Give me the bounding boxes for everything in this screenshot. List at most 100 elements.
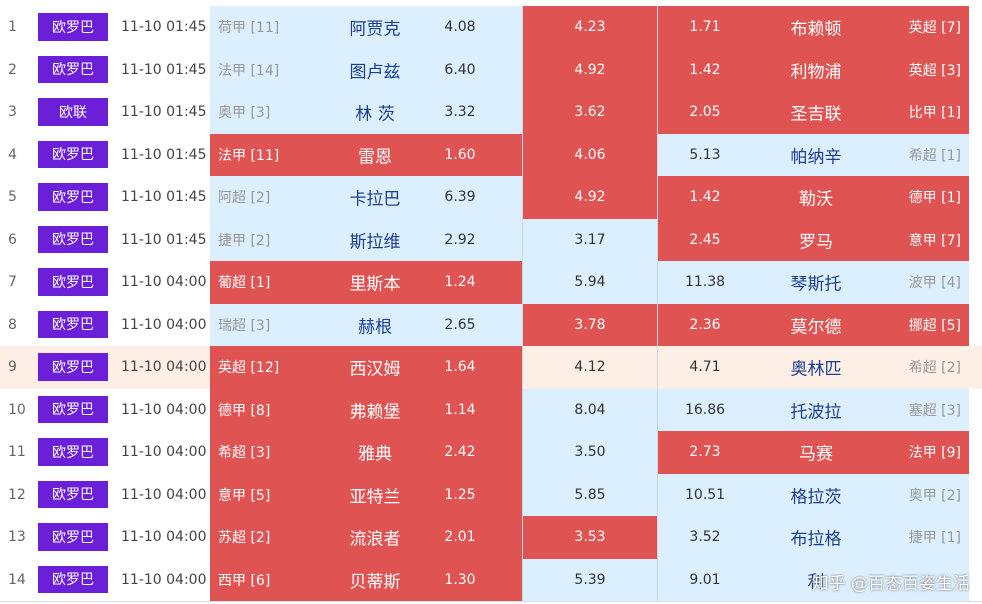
row-index: 5	[8, 189, 17, 206]
home-team: 阿贾克	[349, 19, 401, 40]
draw-block: 3.78	[522, 303, 658, 346]
away-block: 4.71 奥林匹 希超 [2]	[657, 346, 969, 389]
table-row: 2 欧罗巴 11-10 01:45 法甲 [14] 图卢兹 6.40 4.92 1.42 利物浦…	[0, 48, 982, 92]
row-index: 13	[8, 529, 26, 546]
match-time: 11-10 04:00	[121, 529, 207, 546]
table-row: 5 欧罗巴 11-10 01:45 阿超 [2] 卡拉巴 6.39 4.92 1.42 勒沃 德甲…	[0, 176, 982, 220]
away-odds: 2.45	[689, 231, 721, 248]
draw-block: 4.92	[522, 176, 658, 219]
draw-block: 4.92	[522, 48, 658, 91]
away-team: 格拉茨	[790, 487, 842, 508]
draw-block: 5.85	[522, 473, 658, 516]
table-row: 11 欧罗巴 11-10 04:00 希超 [3] 雅典 2.42 3.50 2.73 马赛 法甲…	[0, 431, 982, 475]
table-row: 6 欧罗巴 11-10 01:45 捷甲 [2] 斯拉维 2.92 3.17 2.45 罗马 意甲…	[0, 218, 982, 262]
home-block: 希超 [3] 雅典 2.42	[210, 431, 522, 474]
away-league: 奥甲 [2]	[908, 487, 961, 504]
home-block: 荷甲 [11] 阿贾克 4.08	[210, 6, 522, 49]
draw-odds: 3.78	[574, 316, 606, 333]
home-odds: 2.92	[444, 231, 476, 248]
home-league: 苏超 [2]	[218, 530, 271, 547]
home-league: 意甲 [5]	[218, 487, 271, 504]
away-odds: 2.73	[689, 444, 721, 461]
away-team: 帕纳辛	[790, 147, 842, 168]
home-league: 奥甲 [3]	[218, 105, 271, 122]
competition-badge: 欧罗巴	[38, 438, 108, 466]
draw-block: 5.39	[522, 558, 658, 601]
draw-odds: 5.85	[574, 486, 606, 503]
home-odds: 1.30	[444, 571, 476, 588]
row-index: 2	[8, 61, 17, 78]
home-league: 阿超 [2]	[218, 190, 271, 207]
watermark: 知乎 @百态百姿生活	[811, 574, 970, 594]
table-row: 14 欧罗巴 11-10 04:00 西甲 [6] 贝蒂斯 1.30 5.39 9.01 利	[0, 558, 982, 602]
competition-badge: 欧罗巴	[38, 480, 108, 508]
home-odds: 1.14	[444, 401, 476, 418]
table-row: 9 欧罗巴 11-10 04:00 英超 [12] 西汉姆 1.64 4.12 4.71 奥林匹…	[0, 346, 982, 390]
match-time: 11-10 04:00	[121, 571, 207, 588]
draw-block: 3.50	[522, 431, 658, 474]
row-index: 4	[8, 146, 17, 163]
home-team: 图卢兹	[349, 62, 401, 83]
competition-badge: 欧罗巴	[38, 268, 108, 296]
home-block: 西甲 [6] 贝蒂斯 1.30	[210, 558, 522, 601]
home-team: 赫根	[358, 317, 392, 338]
competition-badge: 欧罗巴	[38, 13, 108, 41]
home-team: 雷恩	[358, 147, 392, 168]
draw-odds: 5.39	[574, 571, 606, 588]
home-block: 意甲 [5] 亚特兰 1.25	[210, 473, 522, 516]
home-odds: 1.64	[444, 359, 476, 376]
away-odds: 2.05	[689, 104, 721, 121]
row-index: 10	[8, 401, 26, 418]
away-league: 法甲 [9]	[908, 445, 961, 462]
home-odds: 6.40	[444, 61, 476, 78]
competition-badge: 欧罗巴	[38, 353, 108, 381]
home-block: 阿超 [2] 卡拉巴 6.39	[210, 176, 522, 219]
away-odds: 1.42	[689, 189, 721, 206]
table-row: 12 欧罗巴 11-10 04:00 意甲 [5] 亚特兰 1.25 5.85 10.51 格拉…	[0, 473, 982, 517]
away-league: 希超 [2]	[908, 360, 961, 377]
home-odds: 1.60	[444, 146, 476, 163]
competition-badge: 欧罗巴	[38, 140, 108, 168]
home-team: 贝蒂斯	[349, 572, 401, 593]
match-time: 11-10 04:00	[121, 274, 207, 291]
match-time: 11-10 04:00	[121, 316, 207, 333]
draw-block: 5.94	[522, 261, 658, 304]
away-team: 托波拉	[790, 402, 842, 423]
draw-block: 3.17	[522, 218, 658, 261]
home-league: 荷甲 [11]	[218, 20, 280, 37]
row-index: 14	[8, 571, 26, 588]
away-league: 希超 [1]	[908, 147, 961, 164]
home-league: 葡超 [1]	[218, 275, 271, 292]
home-team: 斯拉维	[349, 232, 401, 253]
home-odds: 1.24	[444, 274, 476, 291]
draw-odds: 3.53	[574, 529, 606, 546]
home-block: 苏超 [2] 流浪者 2.01	[210, 516, 522, 559]
away-team: 奥林匹	[790, 359, 842, 380]
row-index: 12	[8, 486, 26, 503]
home-odds: 3.32	[444, 104, 476, 121]
draw-block: 8.04	[522, 388, 658, 431]
home-league: 希超 [3]	[218, 445, 271, 462]
draw-odds: 8.04	[574, 401, 606, 418]
match-time: 11-10 04:00	[121, 359, 207, 376]
competition-badge: 欧罗巴	[38, 395, 108, 423]
away-team: 利物浦	[790, 62, 842, 83]
away-league: 意甲 [7]	[908, 232, 961, 249]
home-team: 亚特兰	[349, 487, 401, 508]
away-league: 波甲 [4]	[908, 275, 961, 292]
away-league: 捷甲 [1]	[908, 530, 961, 547]
draw-odds: 4.92	[574, 61, 606, 78]
home-league: 英超 [12]	[218, 360, 280, 377]
home-team: 流浪者	[349, 529, 401, 550]
match-time: 11-10 01:45	[121, 146, 207, 163]
away-block: 1.42 利物浦 英超 [3]	[657, 48, 969, 91]
draw-block: 3.62	[522, 91, 658, 134]
away-odds: 10.51	[684, 486, 726, 503]
home-league: 西甲 [6]	[218, 572, 271, 589]
draw-odds: 4.06	[574, 146, 606, 163]
away-block: 1.42 勒沃 德甲 [1]	[657, 176, 969, 219]
draw-odds: 4.92	[574, 189, 606, 206]
away-odds: 5.13	[689, 146, 721, 163]
match-time: 11-10 01:45	[121, 231, 207, 248]
